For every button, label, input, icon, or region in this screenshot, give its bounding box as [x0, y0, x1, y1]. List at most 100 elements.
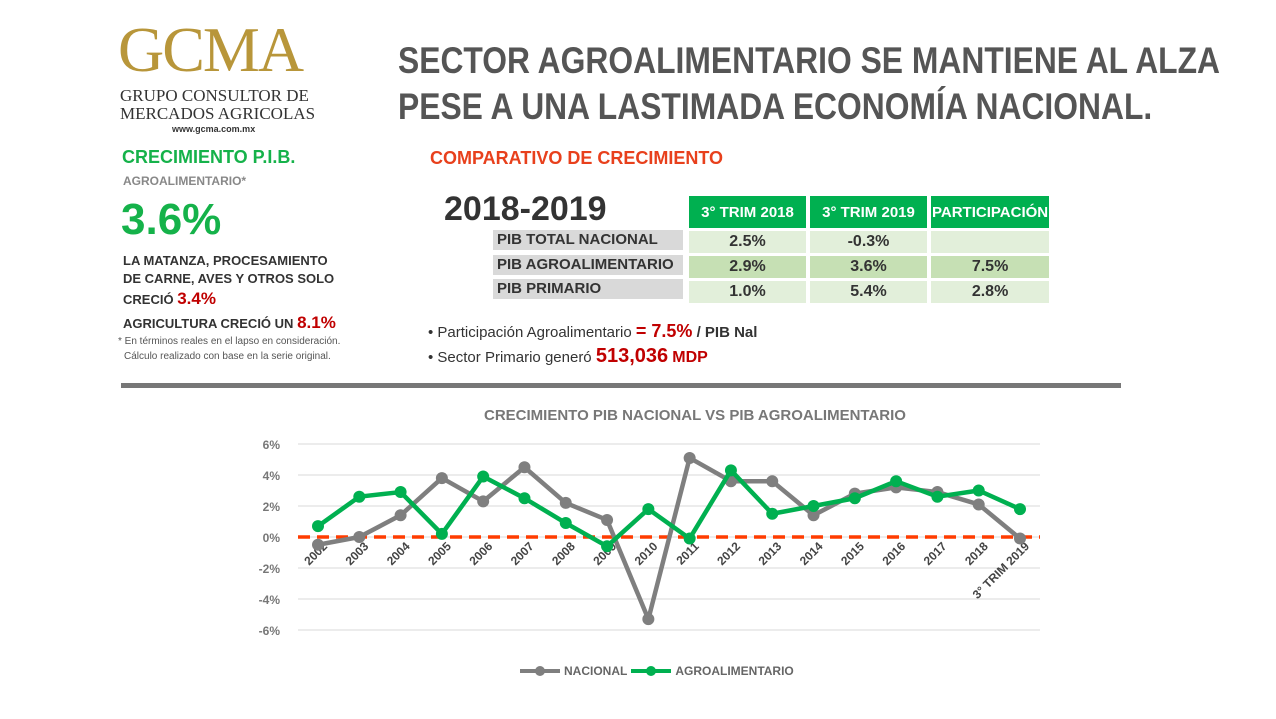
- legend: NACIONAL AGROALIMENTARIO: [520, 664, 794, 678]
- cell: 1.0%: [689, 281, 806, 303]
- legend-agro-icon: [631, 666, 672, 676]
- x-tick-label: 2014: [797, 539, 826, 568]
- logo-line1: GRUPO CONSULTOR DE: [120, 86, 309, 105]
- bullet1-value: = 7.5%: [635, 321, 693, 341]
- data-point-nacional: [1014, 532, 1026, 545]
- matanza-line3: CRECIÓ: [123, 292, 174, 307]
- cell: 7.5%: [931, 256, 1050, 278]
- data-point-agroalimentario: [353, 490, 366, 503]
- y-tick-label: 2%: [263, 500, 281, 514]
- series-line-nacional: [317, 455, 1022, 622]
- big-value: 3.6%: [121, 195, 222, 244]
- header-cell: PARTICIPACIÓN: [931, 196, 1050, 228]
- row-label: PIB TOTAL NACIONAL: [493, 230, 683, 250]
- title-line2: PESE A UNA LASTIMADA ECONOMÍA NACIONAL.: [398, 86, 1153, 127]
- header-cell: 3° TRIM 2018: [689, 196, 806, 228]
- x-tick-label: 2008: [549, 539, 578, 568]
- data-point-agroalimentario: [807, 500, 820, 512]
- x-tick-label: 2017: [921, 539, 950, 568]
- x-tick-label: 2010: [632, 539, 661, 568]
- data-point-agroalimentario: [724, 464, 737, 477]
- y-tick-label: -4%: [259, 593, 281, 607]
- note-line2: Cálculo realizado con base en la serie o…: [124, 351, 331, 362]
- title-line1: SECTOR AGROALIMENTARIO SE MANTIENE AL AL…: [398, 40, 1221, 81]
- table-row: 2.9% 3.6% 7.5%: [689, 256, 1050, 278]
- x-tick-label: 2013: [756, 539, 785, 568]
- x-tick-label: 2006: [467, 539, 496, 568]
- bullet1-text: • Participación Agroalimentario: [428, 324, 632, 341]
- row-label: PIB AGROALIMENTARIO: [493, 255, 683, 275]
- data-point-nacional: [642, 613, 655, 626]
- matanza-value: 3.4%: [177, 289, 216, 308]
- data-point-agroalimentario: [683, 532, 696, 545]
- y-tick-label: -2%: [259, 562, 281, 576]
- note-line1: * En términos reales en el lapso en cons…: [118, 336, 341, 347]
- data-point-agroalimentario: [972, 484, 985, 497]
- cell: 3.6%: [810, 256, 927, 278]
- data-point-agroalimentario: [312, 520, 324, 533]
- x-tick-label: 2005: [425, 539, 454, 568]
- y-tick-label: -6%: [259, 624, 281, 638]
- x-tick-label: 2003: [343, 539, 372, 568]
- period-label: 2018-2019: [444, 190, 607, 228]
- data-point-nacional: [394, 509, 407, 522]
- data-point-agroalimentario: [559, 517, 572, 530]
- x-tick-label: 2007: [508, 539, 537, 568]
- data-point-nacional: [766, 475, 779, 488]
- x-tick-label: 2016: [879, 539, 908, 568]
- data-point-agroalimentario: [394, 486, 407, 499]
- bullet2-value: 513,036: [595, 345, 669, 367]
- data-point-nacional: [518, 461, 531, 474]
- header-cell: 3° TRIM 2019: [810, 196, 927, 228]
- legend-nacional: NACIONAL: [564, 664, 628, 678]
- x-tick-label: 2012: [714, 539, 743, 568]
- comparativo-heading: COMPARATIVO DE CRECIMIENTO: [430, 148, 724, 168]
- matanza-line1: LA MATANZA, PROCESAMIENTO: [123, 253, 328, 268]
- data-point-agroalimentario: [642, 503, 655, 516]
- legend-nacional-icon: [520, 666, 560, 676]
- table-row: 2.5% -0.3%: [689, 231, 1050, 253]
- data-point-agroalimentario: [1014, 503, 1026, 516]
- agri-value: 8.1%: [297, 313, 336, 332]
- data-point-nacional: [477, 495, 490, 508]
- data-point-nacional: [972, 498, 985, 511]
- bullet1-suffix: / PIB Nal: [696, 324, 758, 341]
- x-tick-label: 2018: [962, 539, 991, 568]
- agri-label: AGRICULTURA CRECIÓ UN: [123, 316, 294, 331]
- legend-agroalimentario: AGROALIMENTARIO: [675, 664, 794, 678]
- cell: 5.4%: [810, 281, 927, 303]
- agri-text: AGRICULTURA CRECIÓ UN 8.1%: [123, 312, 336, 334]
- bullet2-unit: MDP: [672, 349, 708, 366]
- data-point-nacional: [353, 531, 366, 543]
- data-point-nacional: [807, 509, 820, 522]
- data-point-agroalimentario: [518, 492, 531, 505]
- left-heading: CRECIMIENTO P.I.B.: [122, 147, 296, 167]
- data-point-nacional: [312, 538, 324, 551]
- logo-subtitle: GRUPO CONSULTOR DE MERCADOS AGRICOLAS: [120, 87, 330, 123]
- table-header: 3° TRIM 2018 3° TRIM 2019 PARTICIPACIÓN: [689, 196, 1050, 228]
- data-point-nacional: [601, 513, 614, 526]
- y-tick-label: 6%: [263, 438, 281, 452]
- x-tick-label: 2004: [384, 539, 413, 568]
- x-tick-label: 2015: [838, 539, 867, 568]
- cell: 2.8%: [931, 281, 1050, 303]
- data-point-agroalimentario: [477, 470, 490, 483]
- page-title: SECTOR AGROALIMENTARIO SE MANTIENE AL AL…: [398, 38, 1220, 130]
- row-label: PIB PRIMARIO: [493, 279, 683, 299]
- cell: -0.3%: [810, 231, 927, 253]
- series-line-agroalimentario: [316, 468, 1021, 549]
- y-tick-label: 4%: [263, 469, 281, 483]
- logo-line2: MERCADOS AGRICOLAS: [120, 104, 316, 123]
- chart-title: CRECIMIENTO PIB NACIONAL VS PIB AGROALIM…: [484, 407, 906, 424]
- data-point-agroalimentario: [848, 492, 861, 505]
- matanza-line2: DE CARNE, AVES Y OTROS SOLO: [123, 271, 335, 286]
- comparison-table: 3° TRIM 2018 3° TRIM 2019 PARTICIPACIÓN …: [685, 193, 1053, 306]
- bullet-sector-primario: • Sector Primario generó 513,036 MDP: [428, 344, 708, 370]
- data-point-agroalimentario: [890, 475, 903, 488]
- data-point-agroalimentario: [931, 490, 944, 503]
- cell: 2.5%: [689, 231, 806, 253]
- data-point-agroalimentario: [601, 540, 614, 553]
- divider: [121, 383, 1121, 388]
